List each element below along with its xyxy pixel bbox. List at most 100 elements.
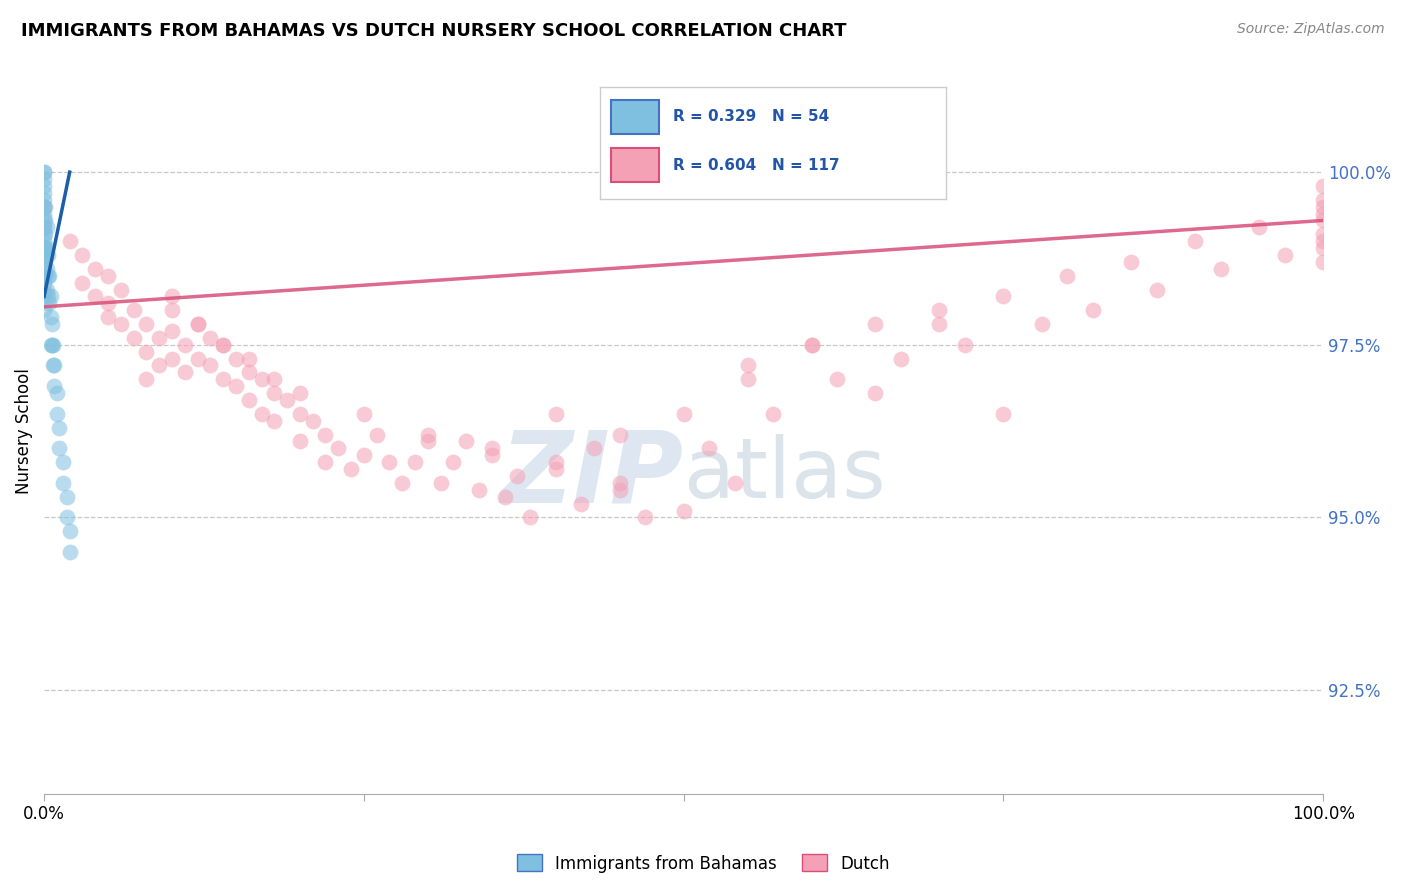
Point — [160, 303, 183, 318]
Point — [456, 434, 478, 449]
Point — [52, 475, 75, 490]
Point — [32, 241, 55, 255]
Point — [97, 296, 120, 310]
Point — [481, 448, 503, 462]
Point — [35, 261, 58, 276]
Point — [544, 407, 567, 421]
Point — [506, 469, 529, 483]
Point — [32, 289, 55, 303]
Text: IMMIGRANTS FROM BAHAMAS VS DUTCH NURSERY SCHOOL CORRELATION CHART: IMMIGRANTS FROM BAHAMAS VS DUTCH NURSERY… — [21, 22, 846, 40]
Point — [32, 276, 55, 290]
Point — [110, 317, 132, 331]
Point — [110, 283, 132, 297]
Point — [238, 365, 260, 379]
Point — [160, 324, 183, 338]
Point — [1312, 178, 1334, 193]
Point — [39, 310, 62, 325]
Point — [187, 317, 209, 331]
Point — [288, 386, 311, 401]
Point — [1081, 303, 1104, 318]
Text: Source: ZipAtlas.com: Source: ZipAtlas.com — [1237, 22, 1385, 37]
Point — [928, 317, 950, 331]
Point — [32, 186, 55, 200]
Point — [32, 303, 55, 318]
Point — [416, 427, 439, 442]
Point — [32, 248, 55, 262]
Point — [609, 483, 631, 497]
Point — [56, 490, 79, 504]
Point — [1312, 193, 1334, 207]
Point — [1031, 317, 1053, 331]
Point — [953, 338, 976, 352]
Point — [32, 172, 55, 186]
Point — [238, 392, 260, 407]
Point — [45, 407, 67, 421]
Point — [37, 248, 59, 262]
Point — [38, 268, 60, 283]
Point — [800, 338, 823, 352]
Point — [328, 442, 350, 456]
Point — [737, 372, 759, 386]
Point — [32, 220, 55, 235]
Point — [288, 434, 311, 449]
Point — [609, 475, 631, 490]
Point — [32, 220, 55, 235]
Point — [72, 248, 94, 262]
Point — [84, 261, 107, 276]
Point — [1312, 227, 1334, 242]
Point — [45, 386, 67, 401]
Point — [993, 289, 1015, 303]
Point — [276, 392, 298, 407]
Point — [315, 427, 337, 442]
Point — [340, 462, 363, 476]
Point — [441, 455, 464, 469]
Point — [32, 261, 55, 276]
Point — [32, 241, 55, 255]
Point — [32, 261, 55, 276]
Point — [48, 442, 70, 456]
Point — [34, 241, 56, 255]
Point — [173, 338, 195, 352]
Y-axis label: Nursery School: Nursery School — [15, 368, 32, 494]
Point — [1249, 220, 1271, 235]
Point — [32, 268, 55, 283]
Point — [890, 351, 912, 366]
Point — [212, 372, 235, 386]
Point — [41, 338, 63, 352]
Point — [583, 442, 606, 456]
Point — [59, 545, 82, 559]
Point — [148, 359, 170, 373]
Point — [288, 407, 311, 421]
Point — [672, 503, 695, 517]
Point — [315, 455, 337, 469]
Point — [928, 303, 950, 318]
Point — [32, 255, 55, 269]
Point — [59, 234, 82, 248]
Point — [993, 407, 1015, 421]
Point — [1184, 234, 1206, 248]
Point — [672, 407, 695, 421]
Point — [187, 351, 209, 366]
Point — [404, 455, 426, 469]
Point — [544, 462, 567, 476]
Point — [865, 317, 887, 331]
Point — [34, 227, 56, 242]
Point — [32, 213, 55, 227]
Point — [39, 338, 62, 352]
Point — [200, 359, 222, 373]
Point — [135, 344, 157, 359]
Point — [494, 490, 516, 504]
Point — [34, 268, 56, 283]
Point — [865, 386, 887, 401]
Point — [1312, 213, 1334, 227]
Point — [148, 331, 170, 345]
Point — [1121, 255, 1143, 269]
Point — [42, 338, 65, 352]
Point — [1146, 283, 1168, 297]
Point — [212, 338, 235, 352]
Point — [32, 227, 55, 242]
Point — [97, 310, 120, 325]
Point — [32, 234, 55, 248]
Point — [135, 372, 157, 386]
Point — [263, 386, 285, 401]
